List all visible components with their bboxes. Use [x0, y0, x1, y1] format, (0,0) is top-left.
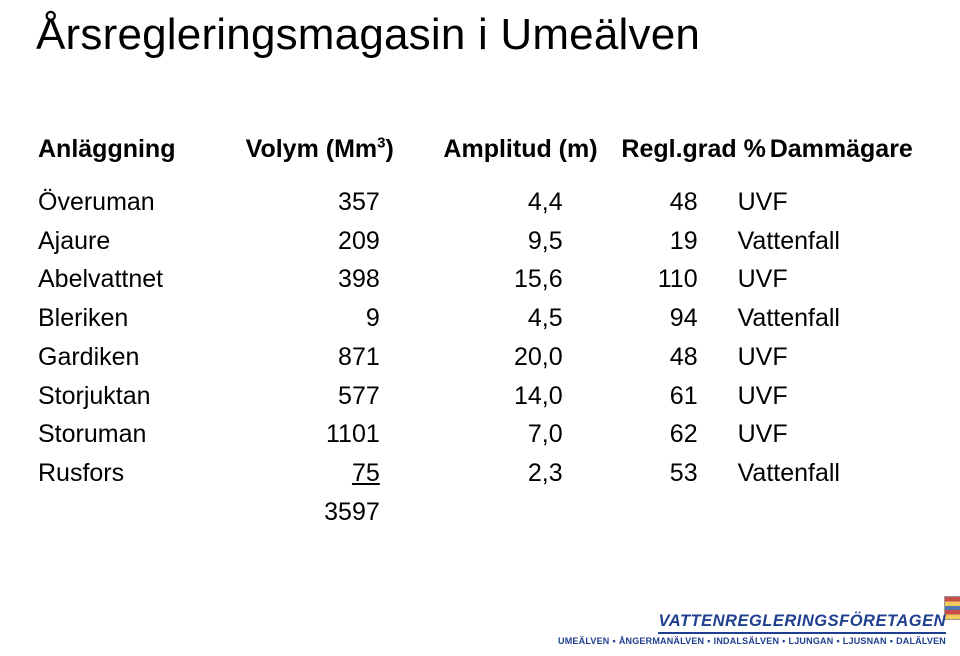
owner-name: UVF [738, 415, 918, 454]
col-header-volume: Volym (Mm3) [246, 130, 444, 169]
volume-value: 209 [237, 222, 429, 261]
volume-value: 357 [237, 183, 429, 222]
volume-value: 398 [237, 260, 429, 299]
river-name: ÅNGERMANÄLVEN [619, 636, 704, 646]
river-name: INDALSÄLVEN [714, 636, 780, 646]
total-volume: 3597 [237, 493, 429, 532]
company-name: VATTENREGLERINGSFÖRETAGEN [658, 612, 946, 634]
amplitude-value: 2,3 [430, 454, 603, 493]
amplitude-value: 7,0 [430, 415, 603, 454]
reglgrad-value: 53 [603, 454, 738, 493]
col-header-reglgrad: Regl.grad % [621, 130, 769, 169]
river-name: UMEÄLVEN [558, 636, 609, 646]
separator-dot-icon: • [612, 636, 615, 646]
reglgrad-value: 110 [603, 260, 738, 299]
owner-name: Vattenfall [738, 222, 918, 261]
amplitude-value: 4,5 [430, 299, 603, 338]
owner-name: Vattenfall [738, 454, 918, 493]
facility-name: Ajaure [38, 222, 237, 261]
table-row: Storuman11017,062UVF [38, 415, 918, 454]
owner-name: UVF [738, 260, 918, 299]
col-header-owner: Dammägare [770, 130, 918, 169]
slide-title: Årsregleringsmagasin i Umeälven [36, 10, 700, 60]
table-row: Abelvattnet39815,6110UVF [38, 260, 918, 299]
facility-name: Abelvattnet [38, 260, 237, 299]
reglgrad-value: 62 [603, 415, 738, 454]
separator-dot-icon: • [890, 636, 893, 646]
reglgrad-value: 19 [603, 222, 738, 261]
col-header-facility: Anläggning [38, 130, 246, 169]
reglgrad-value: 48 [603, 338, 738, 377]
separator-dot-icon: • [782, 636, 785, 646]
facility-name: Gardiken [38, 338, 237, 377]
amplitude-value: 9,5 [430, 222, 603, 261]
facility-name: Överuman [38, 183, 237, 222]
amplitude-value: 15,6 [430, 260, 603, 299]
reglgrad-value: 61 [603, 377, 738, 416]
reglgrad-value: 48 [603, 183, 738, 222]
amplitude-value: 20,0 [430, 338, 603, 377]
volume-value: 75 [237, 454, 429, 493]
reservoir-table: Anläggning Volym (Mm3) Amplitud (m) Regl… [38, 130, 918, 532]
amplitude-value: 4,4 [430, 183, 603, 222]
col-header-amplitude: Amplitud (m) [443, 130, 621, 169]
facility-name: Bleriken [38, 299, 237, 338]
volume-value: 577 [237, 377, 429, 416]
facility-name: Storuman [38, 415, 237, 454]
volume-value: 9 [237, 299, 429, 338]
facility-name: Storjuktan [38, 377, 237, 416]
separator-dot-icon: • [836, 636, 839, 646]
owner-name: UVF [738, 338, 918, 377]
separator-dot-icon: • [707, 636, 710, 646]
amplitude-value: 14,0 [430, 377, 603, 416]
table-total-row: 3597 [38, 493, 918, 532]
table-row: Överuman3574,448UVF [38, 183, 918, 222]
river-name: DALÄLVEN [896, 636, 946, 646]
owner-name: Vattenfall [738, 299, 918, 338]
table-header-row: Anläggning Volym (Mm3) Amplitud (m) Regl… [38, 130, 918, 169]
rivers-list: UMEÄLVEN•ÅNGERMANÄLVEN•INDALSÄLVEN•LJUNG… [558, 636, 946, 646]
table-row: Rusfors752,353Vattenfall [38, 454, 918, 493]
reglgrad-value: 94 [603, 299, 738, 338]
owner-name: UVF [738, 377, 918, 416]
owner-name: UVF [738, 183, 918, 222]
volume-value: 1101 [237, 415, 429, 454]
volume-value: 871 [237, 338, 429, 377]
facility-name: Rusfors [38, 454, 237, 493]
company-badge-icon [944, 596, 960, 620]
table-row: Ajaure2099,519Vattenfall [38, 222, 918, 261]
footer: VATTENREGLERINGSFÖRETAGEN UMEÄLVEN•ÅNGER… [558, 612, 946, 646]
table-row: Bleriken94,594Vattenfall [38, 299, 918, 338]
river-name: LJUSNAN [843, 636, 887, 646]
table-row: Storjuktan57714,061UVF [38, 377, 918, 416]
river-name: LJUNGAN [789, 636, 834, 646]
table-row: Gardiken87120,048UVF [38, 338, 918, 377]
